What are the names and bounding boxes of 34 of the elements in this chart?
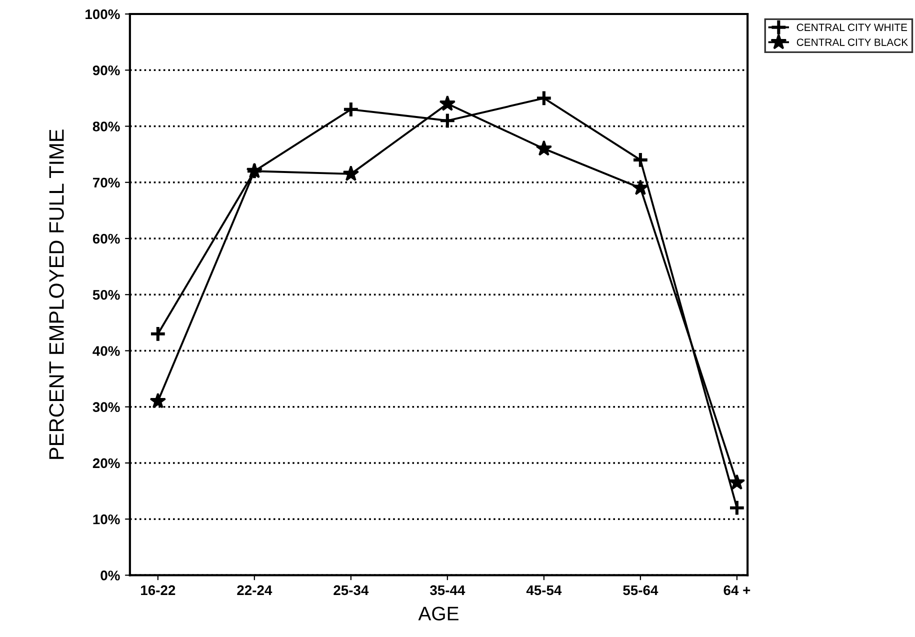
y-tick-label: 100%	[86, 9, 120, 20]
x-tick-label: 45-54	[526, 585, 562, 596]
point	[632, 179, 649, 196]
point	[438, 112, 456, 130]
y-tick-label: 40%	[92, 346, 120, 356]
point	[342, 100, 360, 118]
y-tick-label: 20%	[92, 458, 120, 468]
x-tick-label: 25-34	[334, 585, 369, 596]
y-tick-label: 70%	[93, 178, 120, 188]
x-tick-label: 22-24	[237, 585, 272, 595]
point	[439, 95, 456, 111]
point	[342, 165, 360, 182]
y-tick-label: 90%	[92, 65, 120, 76]
y-tick-label: 10%	[93, 514, 120, 524]
y-tick-label: 60%	[92, 234, 120, 244]
point	[150, 392, 166, 408]
point	[632, 151, 649, 168]
x-tick-label: 64 +	[724, 585, 750, 596]
y-tick-label: 0%	[100, 570, 120, 580]
x-tick-label: 16-22	[141, 585, 176, 596]
point	[728, 474, 746, 490]
y-tick-label: 30%	[92, 402, 120, 412]
x-tick-label: 55-64	[623, 585, 658, 596]
legend-label: CENTRAL CITY WHITE	[796, 24, 908, 32]
point	[149, 325, 166, 342]
point	[728, 499, 746, 516]
x-tick-label: 35-44	[430, 585, 466, 596]
x-axis-title: AGE	[418, 606, 458, 620]
point	[535, 90, 552, 107]
y-tick-label: 50%	[92, 290, 120, 300]
point	[536, 140, 552, 156]
y-tick-label: 80%	[92, 122, 120, 132]
y-axis-title: PERCENT EMPLOYED FULL TIME	[49, 130, 64, 459]
legend-label: CENTRAL CITY BLACK	[796, 38, 908, 46]
